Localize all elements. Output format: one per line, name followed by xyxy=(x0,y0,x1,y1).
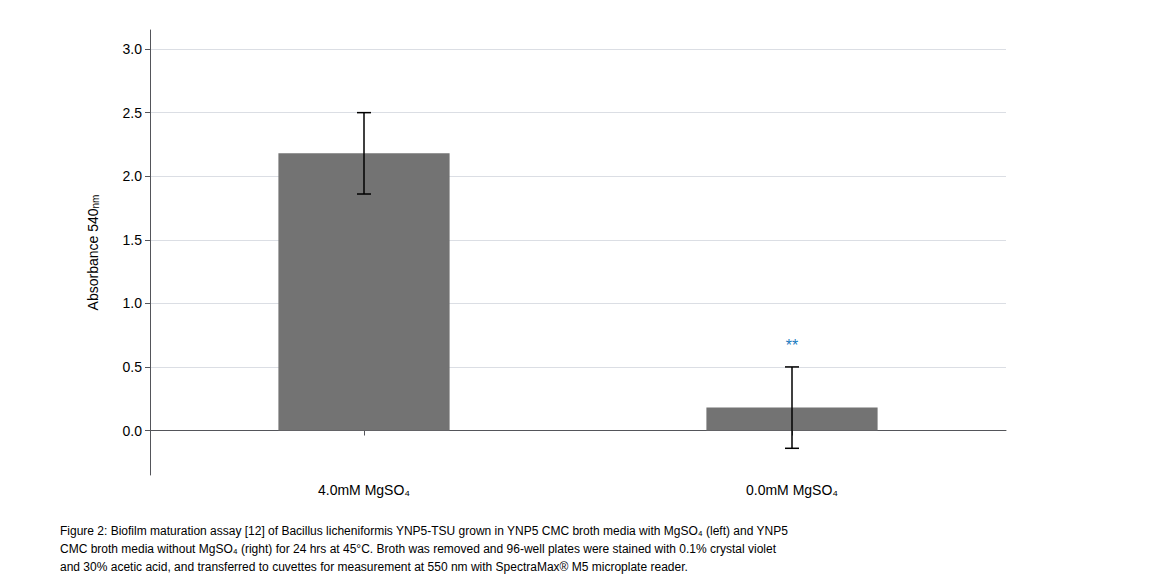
svg-text:Absorbance 540: Absorbance 540 xyxy=(85,208,101,310)
svg-text:3.0: 3.0 xyxy=(123,41,143,57)
svg-text:Figure 2: Biofilm maturation a: Figure 2: Biofilm maturation assay [12] … xyxy=(60,524,788,538)
svg-text:1.0: 1.0 xyxy=(123,295,143,311)
svg-text:0.5: 0.5 xyxy=(123,359,143,375)
svg-text:1.5: 1.5 xyxy=(123,232,143,248)
svg-text:nm: nm xyxy=(90,195,101,209)
svg-text:and 30% acetic acid, and trans: and 30% acetic acid, and transferred to … xyxy=(60,560,688,574)
svg-text:2.5: 2.5 xyxy=(123,105,143,121)
svg-text:CMC broth media without MgSO₄: CMC broth media without MgSO₄ (right) fo… xyxy=(60,542,777,556)
svg-text:0.0mM MgSO₄: 0.0mM MgSO₄ xyxy=(746,482,838,498)
svg-text:**: ** xyxy=(786,337,798,354)
svg-text:2.0: 2.0 xyxy=(123,168,143,184)
svg-text:0.0: 0.0 xyxy=(123,423,143,439)
svg-text:4.0mM MgSO₄: 4.0mM MgSO₄ xyxy=(318,482,410,498)
